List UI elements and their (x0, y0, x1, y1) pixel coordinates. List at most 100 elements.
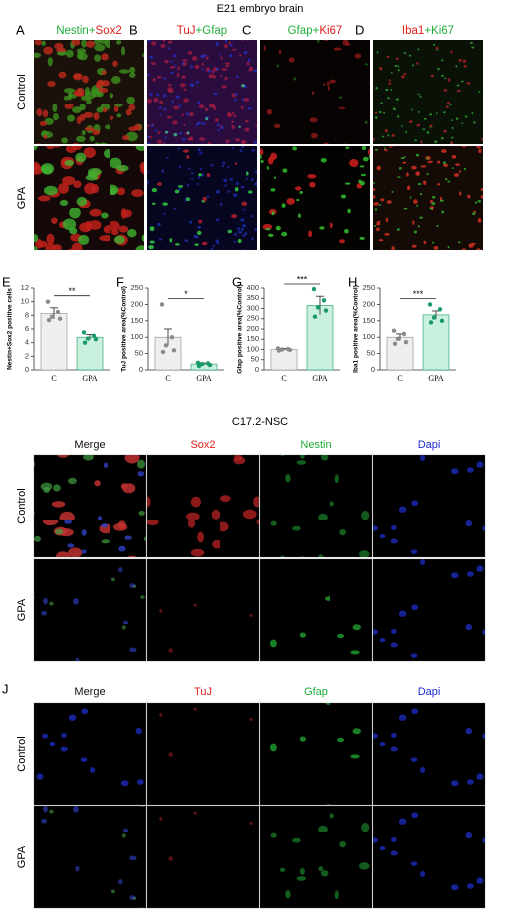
row-label: Control (16, 736, 28, 771)
data-point (311, 286, 317, 292)
label-part: Ki67 (431, 25, 454, 37)
label-part: + (196, 25, 203, 37)
micrograph (372, 558, 486, 662)
section-title: C17.2-NSC (232, 416, 288, 428)
column-header: Sox2 (190, 439, 215, 451)
data-point (428, 320, 434, 325)
x-tick-label: GPA (196, 374, 211, 383)
x-tick-label: GPA (82, 374, 97, 383)
panel-letter: D (355, 22, 364, 37)
column-header: TuJ (194, 686, 212, 698)
data-point (196, 363, 202, 369)
panel-label: Gfap+Ki67 (288, 25, 343, 37)
row-label: GPA (16, 845, 28, 868)
data-point (49, 314, 55, 319)
data-point (45, 299, 51, 304)
y-tick-label: 200 (246, 324, 259, 333)
row-label: Control (16, 488, 28, 523)
column-header: Dapi (418, 686, 441, 698)
data-point (427, 302, 433, 307)
y-tick-label: 150 (246, 334, 259, 343)
data-point (160, 349, 166, 355)
panel-letter: J (2, 681, 9, 696)
label-part: Ki67 (319, 25, 342, 37)
data-point (82, 340, 88, 345)
x-tick-label: GPA (312, 374, 327, 383)
micrograph (33, 805, 147, 909)
y-tick-label: 250 (130, 283, 143, 292)
panel-letter: F (116, 274, 124, 289)
column-header: Nestin (300, 439, 331, 451)
data-point (287, 347, 293, 353)
data-point (403, 339, 409, 345)
data-point (57, 316, 63, 321)
bar (386, 336, 414, 371)
micrograph (34, 146, 144, 250)
micrograph (259, 805, 373, 909)
x-tick-label: GPA (428, 374, 443, 383)
micrograph (372, 702, 486, 806)
data-point (392, 341, 398, 346)
y-tick-label: 50 (135, 349, 143, 358)
significance-label: * (184, 289, 188, 299)
y-tick-label: 10 (21, 297, 29, 306)
y-tick-label: 100 (246, 344, 259, 353)
micrograph (260, 146, 370, 250)
data-point (276, 348, 282, 353)
micrograph (34, 40, 144, 144)
y-tick-label: 100 (130, 332, 143, 341)
bar (270, 349, 298, 371)
label-part: + (424, 25, 431, 37)
x-tick-label: C (397, 374, 402, 383)
micrograph (259, 702, 373, 806)
data-point (395, 336, 401, 342)
micrograph (372, 805, 486, 909)
panel-letter: H (348, 274, 357, 289)
micrograph (373, 40, 483, 144)
significance-label: *** (413, 289, 424, 299)
y-tick-label: 0 (255, 365, 259, 374)
data-point (91, 333, 97, 339)
y-tick-label: 12 (21, 283, 29, 292)
micrograph (33, 558, 147, 662)
row-label: GPA (16, 598, 28, 621)
micrograph (146, 702, 260, 806)
y-tick-label: 350 (246, 293, 259, 302)
y-tick-label: 6 (25, 324, 29, 333)
data-point (391, 328, 397, 333)
label-part: Gfap (202, 25, 227, 37)
y-axis-label: Iba1 positive area(%Control) (353, 285, 360, 373)
column-header: Dapi (418, 439, 441, 451)
label-part: + (313, 25, 320, 37)
y-tick-label: 200 (362, 299, 375, 308)
panel-label: TuJ+Gfap (177, 25, 227, 37)
data-point (207, 362, 213, 368)
micrograph (372, 454, 486, 558)
x-tick-label: C (165, 374, 170, 383)
y-tick-label: 100 (362, 332, 375, 341)
y-tick-label: 8 (25, 310, 29, 319)
y-tick-label: 150 (362, 316, 375, 325)
panel-label: Iba1+Ki67 (402, 25, 454, 37)
label-part: + (89, 25, 96, 37)
x-tick-label: C (281, 374, 286, 383)
column-header: Merge (74, 686, 105, 698)
y-tick-label: 50 (367, 349, 375, 358)
micrograph (146, 454, 260, 558)
row-label: Control (16, 74, 28, 109)
bar (422, 314, 450, 371)
data-point (439, 318, 445, 323)
column-header: Gfap (304, 686, 328, 698)
micrograph (373, 146, 483, 250)
data-point (46, 317, 52, 323)
y-tick-label: 200 (130, 299, 143, 308)
micrograph (147, 40, 257, 144)
column-header: Merge (74, 439, 105, 451)
data-point (163, 343, 169, 348)
data-point (431, 315, 437, 320)
panel-letter: G (232, 274, 242, 289)
data-point (171, 348, 177, 353)
micrograph (33, 702, 147, 806)
data-point (321, 298, 327, 303)
micrograph (259, 454, 373, 558)
